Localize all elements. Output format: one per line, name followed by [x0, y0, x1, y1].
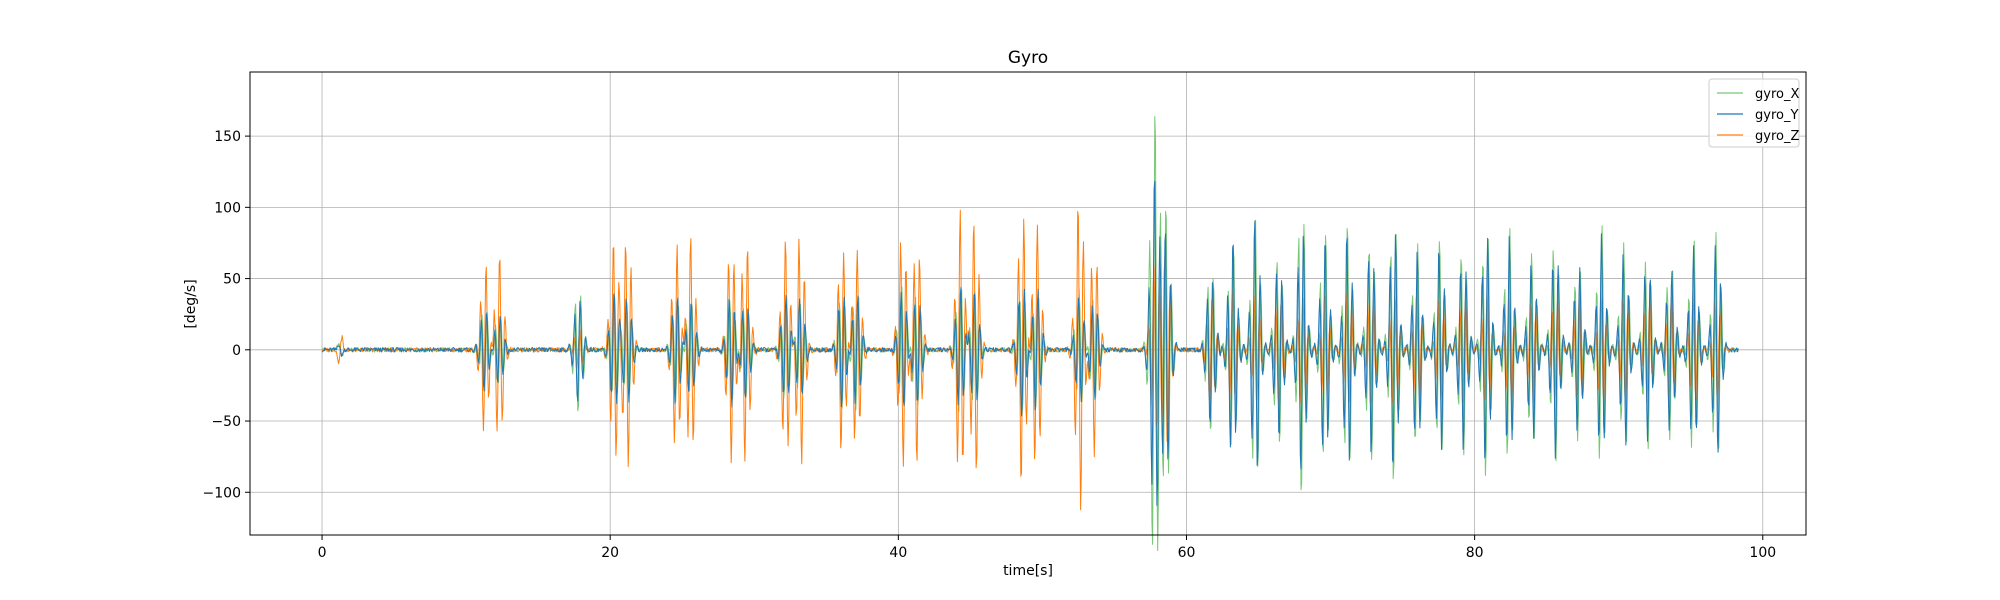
y-tick-label: 0: [232, 343, 241, 359]
legend-label: gyro_X: [1755, 87, 1799, 102]
x-tick-label: 40: [889, 545, 907, 561]
x-tick-label: 0: [318, 545, 327, 561]
chart-title: Gyro: [1008, 48, 1048, 68]
x-tick-label: 100: [1749, 545, 1776, 561]
y-axis: −100 −50 0 50 100 150: [203, 129, 250, 501]
y-axis-label: [deg/s]: [183, 279, 199, 328]
legend-label: gyro_Z: [1755, 129, 1799, 144]
legend: gyro_X gyro_Y gyro_Z: [1708, 78, 1800, 148]
y-tick-label: 100: [214, 200, 241, 216]
x-tick-label: 80: [1466, 545, 1484, 561]
y-tick-label: −50: [211, 414, 241, 430]
series-line-gyro-Y: [321, 180, 1739, 506]
y-tick-label: −100: [203, 485, 241, 501]
series-layer: [321, 116, 1739, 551]
plot-frame: [249, 71, 1807, 536]
x-axis-label: time[s]: [1003, 563, 1053, 579]
legend-label: gyro_Y: [1755, 108, 1798, 123]
legend-box: [1708, 78, 1800, 148]
x-tick-label: 20: [601, 545, 619, 561]
x-tick-label: 60: [1178, 545, 1196, 561]
y-tick-label: 50: [223, 272, 241, 288]
y-tick-label: 150: [214, 129, 241, 145]
x-axis: 0 20 40 60 80 100: [318, 535, 1776, 561]
